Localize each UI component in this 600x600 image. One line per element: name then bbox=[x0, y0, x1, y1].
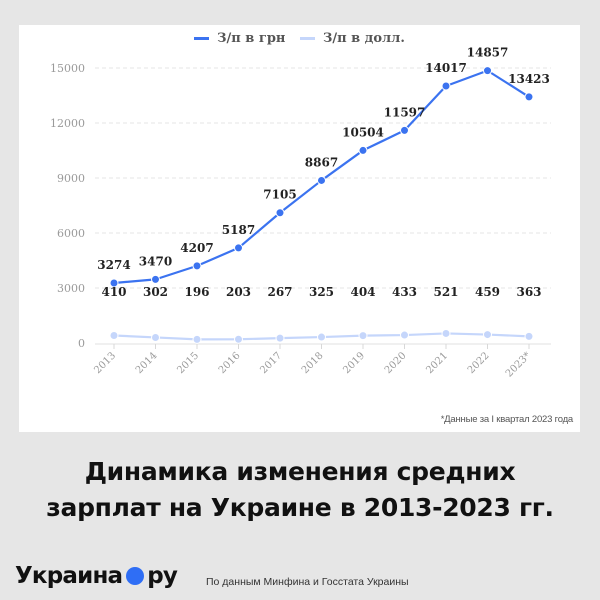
data-label-usd: 521 bbox=[433, 285, 458, 299]
data-point-uah bbox=[441, 81, 451, 91]
legend-swatch-usd bbox=[299, 37, 315, 40]
title-line-2: зарплат на Украине в 2013-2023 гг. bbox=[46, 493, 554, 522]
data-label-uah: 8867 bbox=[305, 155, 338, 169]
data-point-usd bbox=[192, 334, 202, 344]
y-tick-label: 15000 bbox=[50, 62, 85, 75]
brand-right: ру bbox=[147, 563, 178, 589]
legend-swatch-uah bbox=[194, 37, 210, 40]
x-tick-label: 2023* bbox=[504, 350, 533, 379]
data-point-usd bbox=[400, 330, 409, 340]
data-label-usd: 267 bbox=[267, 285, 292, 299]
data-point-uah bbox=[109, 278, 119, 288]
brand-logo: Украина ру bbox=[15, 563, 178, 589]
data-label-usd: 433 bbox=[392, 285, 417, 299]
legend-item-usd: З/п в долл. bbox=[299, 31, 405, 46]
data-label-uah: 14857 bbox=[467, 46, 509, 60]
data-label-uah: 7105 bbox=[263, 188, 296, 202]
data-label-uah: 11597 bbox=[384, 105, 426, 119]
data-point-usd bbox=[109, 330, 119, 340]
data-label-usd: 203 bbox=[226, 285, 251, 299]
data-label-uah: 5187 bbox=[222, 223, 255, 237]
data-label-usd: 325 bbox=[309, 285, 334, 299]
data-label-usd: 196 bbox=[184, 285, 209, 299]
legend-label-usd: З/п в долл. bbox=[322, 31, 405, 46]
data-point-usd bbox=[441, 328, 451, 338]
data-label-uah: 14017 bbox=[425, 61, 467, 75]
data-label-uah: 4207 bbox=[180, 241, 213, 255]
data-point-usd bbox=[524, 331, 534, 341]
data-point-uah bbox=[192, 261, 202, 271]
y-tick-label: 12000 bbox=[50, 117, 85, 130]
chart-legend: З/п в грн З/п в долл. bbox=[19, 29, 580, 46]
data-label-usd: 410 bbox=[101, 285, 126, 299]
y-tick-label: 6000 bbox=[57, 227, 85, 240]
brand-left: Украина bbox=[15, 563, 123, 589]
x-tick-label: 2013 bbox=[92, 350, 118, 376]
data-point-usd bbox=[358, 331, 368, 341]
x-tick-label: 2015 bbox=[175, 350, 201, 376]
x-tick-label: 2018 bbox=[300, 350, 326, 376]
data-point-uah bbox=[234, 243, 243, 253]
data-label-uah: 3470 bbox=[139, 254, 172, 268]
data-point-usd bbox=[234, 334, 243, 344]
data-point-uah bbox=[358, 145, 368, 155]
legend-label-uah: З/п в грн bbox=[217, 31, 286, 46]
data-point-uah bbox=[317, 175, 326, 185]
x-tick-label: 2016 bbox=[217, 350, 243, 376]
x-tick-label: 2019 bbox=[341, 350, 367, 376]
data-point-uah bbox=[400, 125, 409, 135]
data-point-usd bbox=[317, 332, 326, 342]
data-point-uah bbox=[151, 274, 160, 284]
x-tick-label: 2014 bbox=[134, 350, 160, 376]
y-tick-label: 3000 bbox=[57, 282, 85, 295]
data-point-usd bbox=[483, 330, 492, 340]
x-tick-label: 2020 bbox=[383, 350, 409, 376]
page-title: Динамика изменения средних зарплат на Ук… bbox=[0, 454, 600, 526]
data-label-usd: 459 bbox=[475, 285, 500, 299]
data-label-usd: 404 bbox=[350, 285, 375, 299]
data-label-usd: 302 bbox=[143, 285, 168, 299]
y-tick-label: 9000 bbox=[57, 172, 85, 185]
brand-dot-icon bbox=[126, 567, 145, 585]
x-tick-label: 2017 bbox=[258, 350, 284, 376]
data-label-uah: 13423 bbox=[508, 72, 550, 86]
data-point-usd bbox=[151, 332, 160, 342]
data-point-usd bbox=[275, 333, 285, 343]
title-line-1: Динамика изменения средних bbox=[84, 457, 516, 486]
footnote: *Данные за I квартал 2023 года bbox=[440, 414, 574, 425]
data-point-uah bbox=[275, 208, 285, 218]
x-tick-label: 2021 bbox=[424, 350, 450, 376]
x-tick-label: 2022 bbox=[466, 350, 492, 376]
data-label-uah: 10504 bbox=[342, 125, 384, 139]
line-chart: 0 3000 6000 9000 12000 15000 2013 2014 2015 2016 2… bbox=[50, 46, 551, 380]
source-note: По данным Минфина и Госстата Украины bbox=[206, 576, 409, 588]
data-label-uah: 3274 bbox=[97, 258, 130, 272]
legend-item-uah: З/п в грн bbox=[194, 31, 285, 46]
chart-card: З/п в грн З/п в долл. 0 3000 6000 9000 12000… bbox=[19, 25, 580, 432]
data-label-usd: 363 bbox=[516, 285, 541, 299]
data-point-uah bbox=[524, 92, 534, 102]
y-tick-label: 0 bbox=[78, 337, 85, 350]
data-point-uah bbox=[483, 66, 492, 76]
